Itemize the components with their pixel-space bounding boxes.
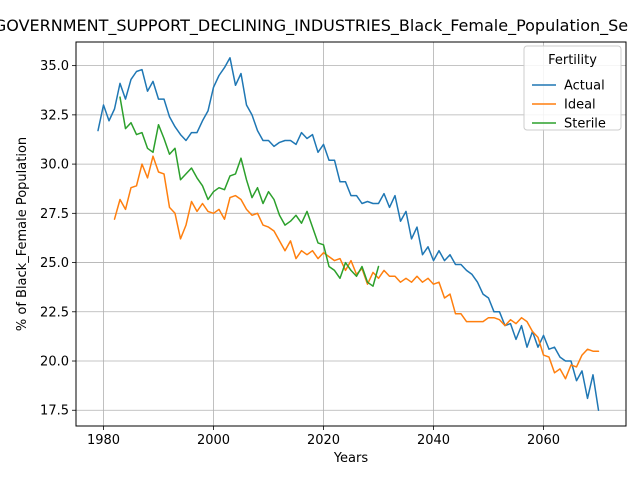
- grid: [76, 42, 626, 426]
- x-tick-label: 1980: [87, 433, 120, 448]
- y-tick-label: 22.5: [40, 305, 69, 320]
- y-tick-label: 25.0: [40, 256, 69, 271]
- legend: Fertility Actual Ideal Sterile: [523, 45, 622, 132]
- series-line-sterile: [119, 96, 380, 287]
- series-lines: [97, 57, 600, 411]
- legend-label-actual: Actual: [564, 79, 605, 94]
- x-tick-label: 2040: [417, 433, 450, 448]
- y-tick-label: 17.5: [40, 404, 69, 419]
- series-line-ideal: [113, 155, 600, 380]
- x-tick-label: 2000: [197, 433, 230, 448]
- legend-box: [523, 45, 622, 131]
- y-tick-label: 32.5: [40, 108, 69, 123]
- y-tick-label: 30.0: [40, 158, 69, 173]
- legend-label-ideal: Ideal: [564, 98, 596, 113]
- x-axis-label: Years: [333, 451, 369, 466]
- x-tick-label: 2060: [527, 433, 560, 448]
- y-tick-label: 27.5: [40, 207, 69, 222]
- y-axis-label: % of Black_Female Population: [15, 137, 30, 331]
- x-tick-label: 2020: [307, 433, 340, 448]
- legend-title: Fertility: [548, 53, 597, 68]
- axis-ticks: 1980 2000 2020 2040 2060 17.5 20.0 22.5 25.0 27.5…: [40, 59, 560, 448]
- y-tick-label: 35.0: [40, 59, 69, 74]
- plot-frame: [75, 41, 627, 427]
- legend-label-sterile: Sterile: [564, 117, 606, 132]
- y-tick-label: 20.0: [40, 355, 69, 370]
- series-line-actual: [97, 57, 600, 411]
- chart-title: GOVERNMENT_SUPPORT_DECLINING_INDUSTRIES_…: [0, 16, 628, 36]
